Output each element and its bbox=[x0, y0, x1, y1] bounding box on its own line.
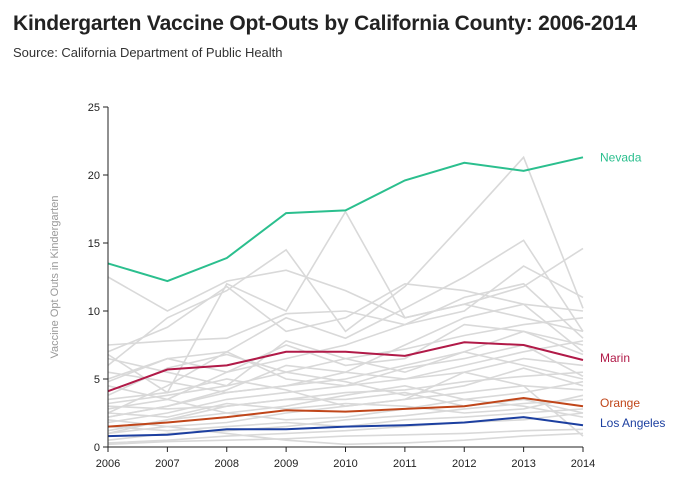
x-tick-label: 2012 bbox=[452, 458, 476, 470]
x-tick-label: 2006 bbox=[96, 458, 120, 470]
y-tick-label: 15 bbox=[88, 238, 100, 250]
x-tick-label: 2011 bbox=[393, 458, 417, 470]
x-tick-label: 2008 bbox=[215, 458, 239, 470]
y-axis-label: Vaccine Opt Outs in Kindergarten bbox=[49, 195, 61, 358]
background-series-line-25 bbox=[107, 303, 584, 418]
series-label-los-angeles: Los Angeles bbox=[600, 416, 665, 430]
background-series-line-17 bbox=[107, 398, 584, 432]
background-series-line-15 bbox=[107, 330, 584, 387]
highlighted-county-lines bbox=[107, 156, 584, 438]
background-series-line-13 bbox=[107, 412, 584, 444]
background-series-line-2 bbox=[107, 155, 584, 367]
y-tick-label: 5 bbox=[94, 374, 100, 386]
background-series-line-22 bbox=[107, 394, 584, 418]
y-tick-label: 25 bbox=[88, 102, 100, 114]
background-series-line-10 bbox=[107, 371, 584, 410]
series-line-orange bbox=[107, 396, 584, 428]
series-label-marin: Marin bbox=[600, 351, 630, 365]
background-series-line-27 bbox=[107, 353, 584, 437]
x-tick-label: 2007 bbox=[155, 458, 179, 470]
x-tick-label: 2009 bbox=[274, 458, 298, 470]
chart-axes: 0 5 10 15 20 25 2006 2007 2008 2009 2010 2011 2012 20… bbox=[88, 102, 595, 470]
background-series-line-4 bbox=[107, 239, 584, 414]
x-tick-label: 2010 bbox=[333, 458, 357, 470]
background-series-line-23 bbox=[107, 350, 584, 394]
series-label-nevada: Nevada bbox=[600, 150, 642, 164]
y-tick-label: 0 bbox=[94, 442, 100, 454]
page-title: Kindergarten Vaccine Opt-Outs by Califor… bbox=[13, 12, 637, 35]
background-series-line-7 bbox=[107, 323, 584, 401]
background-series-line-20 bbox=[107, 282, 584, 346]
x-tick-label: 2013 bbox=[511, 458, 535, 470]
series-line-marin bbox=[107, 341, 584, 393]
y-tick-label: 10 bbox=[88, 306, 100, 318]
series-label-orange: Orange bbox=[600, 396, 640, 410]
x-tick-label: 2014 bbox=[571, 458, 595, 470]
background-series-line-0 bbox=[107, 269, 584, 333]
background-county-lines bbox=[107, 155, 584, 446]
background-series-line-1 bbox=[107, 282, 584, 353]
page-subtitle: Source: California Department of Public … bbox=[13, 45, 283, 60]
y-tick-label: 20 bbox=[88, 170, 100, 182]
background-series-line-19 bbox=[107, 428, 584, 446]
background-series-line-21 bbox=[107, 367, 584, 405]
series-line-nevada bbox=[107, 156, 584, 283]
background-series-line-16 bbox=[107, 380, 584, 414]
series-line-los-angeles bbox=[107, 416, 584, 438]
series-labels: Nevada Marin Orange Los Angeles bbox=[600, 150, 665, 430]
background-series-line-18 bbox=[107, 344, 584, 387]
